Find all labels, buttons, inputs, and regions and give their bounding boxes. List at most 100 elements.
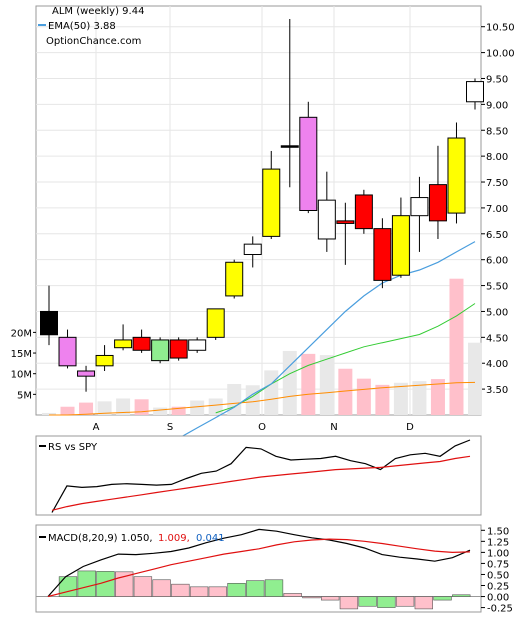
macd-tick-label: 1.00 [487, 548, 509, 559]
volume-tick-label: 10M [11, 370, 32, 381]
macd-tick-label: -0.25 [487, 604, 513, 615]
rs-line [51, 439, 471, 513]
macd-histogram-value: 0.041 [196, 533, 225, 544]
volume-bar [227, 384, 242, 415]
macd-histogram-bar [358, 596, 377, 607]
price-tick-label: 4.50 [486, 333, 508, 344]
volume-ma-green-line [215, 303, 476, 414]
macd-histogram-bar [133, 576, 153, 597]
macd-histogram-bar [433, 596, 452, 601]
macd-signal-value: 1.009, [158, 533, 190, 544]
macd-histogram-bar [208, 586, 227, 597]
month-label: D [406, 422, 414, 433]
ema-legend-label: EMA(50) 3.88 [48, 21, 116, 32]
volume-tick-label: 20M [11, 328, 32, 339]
month-label: N [330, 422, 337, 433]
volume-bar [79, 402, 94, 415]
price-tick-label: 8.00 [486, 152, 508, 163]
candle-body [466, 81, 484, 103]
volume-bar [449, 278, 464, 415]
price-tick-label: 10.50 [486, 23, 515, 34]
price-tick-label: 10.00 [486, 49, 515, 60]
volume-bar [393, 382, 408, 415]
volume-bar [245, 385, 260, 415]
macd-tick-label: 0.75 [487, 559, 509, 570]
rs-average-line [51, 455, 471, 511]
macd-title: MACD(8,20,9) 1.050, [48, 533, 153, 544]
volume-bar [116, 398, 131, 415]
price-tick-label: 6.50 [486, 230, 508, 241]
candle-body [447, 137, 466, 214]
candle-body [336, 220, 355, 224]
volume-bar [412, 381, 427, 415]
macd-line [47, 528, 471, 597]
volume-bar [153, 407, 168, 415]
volume-bar [319, 355, 334, 415]
candle-body [151, 339, 170, 362]
candle-body [391, 215, 410, 276]
candle-body [188, 339, 207, 351]
macd-histogram-bar [377, 596, 396, 608]
volume-bar [134, 399, 149, 415]
macd-tick-label: 0.00 [487, 593, 509, 604]
price-tick-label: 5.00 [486, 307, 508, 318]
price-tick-label: 3.50 [486, 385, 508, 396]
macd-histogram-bar [152, 579, 171, 597]
macd-histogram-bar [58, 576, 78, 597]
price-tick-label: 5.50 [486, 282, 508, 293]
candle-body [243, 243, 262, 256]
macd-tick-label: 1.25 [487, 537, 509, 548]
candle-body [169, 339, 188, 359]
volume-bar [375, 384, 390, 415]
price-tick-label: 7.50 [486, 178, 508, 189]
volume-bar [208, 398, 223, 415]
candle-body [77, 370, 96, 377]
volume-bar [468, 342, 482, 415]
candle-body [410, 197, 429, 217]
volume-ma-orange-line [49, 381, 476, 416]
price-tick-label: 9.00 [486, 100, 508, 111]
candle-body [225, 261, 244, 297]
volume-bar [430, 379, 445, 415]
price-tick-label: 9.50 [486, 74, 508, 85]
volume-bar [171, 406, 186, 415]
month-label: O [258, 422, 266, 433]
candle-body [114, 339, 133, 349]
ema-line [159, 241, 476, 450]
volume-bar [60, 406, 75, 415]
candle-body [317, 199, 336, 240]
price-tick-label: 6.00 [486, 256, 508, 267]
volume-bar [356, 378, 371, 415]
macd-histogram-bar [339, 596, 359, 610]
volume-tick-label: 5M [17, 390, 32, 401]
candle-body [58, 336, 77, 367]
candle-body [40, 310, 58, 336]
macd-tick-label: 0.25 [487, 582, 509, 593]
candle-body [95, 354, 114, 367]
volume-bar [338, 368, 353, 415]
macd-histogram-bar [302, 596, 321, 599]
price-tick-label: 8.50 [486, 126, 508, 137]
macd-histogram-bar [395, 596, 415, 607]
month-label: S [167, 422, 173, 433]
candle-body [206, 308, 225, 338]
macd-histogram-bar [189, 586, 209, 597]
macd-histogram-bar [283, 593, 302, 597]
month-label: A [93, 422, 100, 433]
volume-bar [301, 353, 316, 415]
macd-histogram-bar [171, 583, 190, 597]
volume-bar [190, 400, 205, 415]
rs-panel-frame [35, 435, 482, 516]
macd-tick-label: 0.50 [487, 570, 509, 581]
price-tick-label: 7.00 [486, 204, 508, 215]
price-title: ALM (weekly) 9.44 [52, 6, 144, 17]
volume-tick-label: 15M [11, 349, 32, 360]
volume-bar [264, 370, 279, 415]
rs-title: RS vs SPY [48, 442, 98, 453]
candle-body [262, 168, 281, 237]
macd-histogram-bar [414, 596, 433, 610]
volume-bar [42, 412, 56, 415]
candle-body [299, 116, 318, 211]
